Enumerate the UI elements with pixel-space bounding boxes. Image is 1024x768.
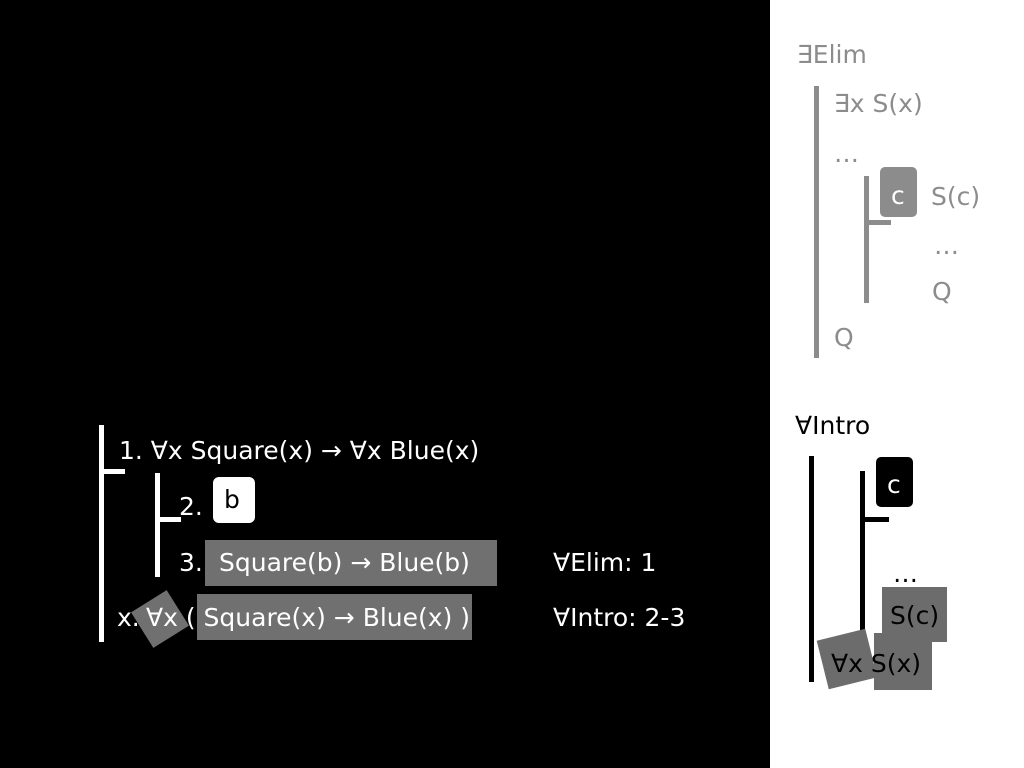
outer-scope-line bbox=[99, 425, 104, 642]
exists-elim-conclusion: Q bbox=[834, 323, 854, 352]
forall-intro-dots: … bbox=[893, 559, 918, 588]
forall-intro-sc-highlight bbox=[882, 587, 947, 642]
inner-scope-line bbox=[155, 473, 160, 577]
proof-line-1: 1. ∀x Square(x) → ∀x Blue(x) bbox=[119, 436, 480, 465]
forall-intro-sc: S(c) bbox=[890, 601, 940, 630]
new-constant-box bbox=[213, 477, 255, 523]
forall-intro-outer-line bbox=[809, 456, 814, 682]
proof-line-x: x. bbox=[117, 603, 140, 632]
proof-line-3-justification: ∀Elim: 1 bbox=[553, 548, 657, 577]
exists-elim-constant-box bbox=[880, 167, 917, 217]
forall-intro-constant-label: c bbox=[887, 470, 901, 499]
line-x-highlight bbox=[197, 594, 472, 640]
exists-elim-premise: ∃x S(x) bbox=[834, 89, 923, 118]
exists-elim-assumption: S(c) bbox=[931, 182, 981, 211]
exists-elim-inner-fitch-bar bbox=[864, 220, 891, 225]
forall-intro-constant-box bbox=[876, 457, 913, 507]
proof-line-3-number: 3. bbox=[179, 548, 203, 577]
forall-intro-formula-highlight bbox=[874, 633, 932, 690]
proof-line-x-justification: ∀Intro: 2-3 bbox=[553, 603, 686, 632]
proof-line-x-formula: ∀x ( Square(x) → Blue(x) ) bbox=[146, 603, 471, 632]
exists-elim-dots-1: … bbox=[834, 139, 859, 168]
inner-fitch-bar bbox=[155, 517, 181, 522]
exists-elim-constant-label: c bbox=[891, 181, 905, 210]
forall-intro-conclusion: ∀x S(x) bbox=[831, 649, 922, 678]
new-constant-label: b bbox=[224, 485, 240, 514]
forall-intro-inner-line bbox=[860, 471, 865, 633]
outer-fitch-bar bbox=[99, 469, 125, 474]
line-3-highlight bbox=[205, 540, 497, 586]
exists-elim-title: ∃Elim bbox=[797, 40, 867, 69]
exists-elim-outer-line bbox=[814, 86, 819, 358]
exists-elim-inner-line bbox=[864, 176, 869, 303]
forall-intro-title: ∀Intro bbox=[795, 411, 871, 440]
proof-line-2-number: 2. bbox=[179, 492, 203, 521]
exists-elim-inner-conclusion: Q bbox=[932, 277, 952, 306]
exists-elim-dots-2: … bbox=[934, 231, 959, 260]
proof-line-3-formula: Square(b) → Blue(b) bbox=[219, 548, 470, 577]
forall-intro-inner-fitch-bar bbox=[860, 517, 889, 522]
